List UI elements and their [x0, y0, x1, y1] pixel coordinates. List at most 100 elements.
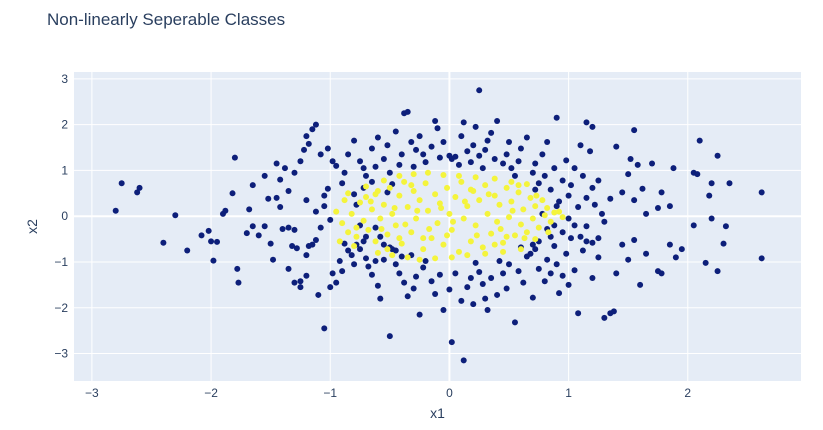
data-point-class-0 — [377, 295, 384, 302]
data-point-class-1 — [353, 233, 360, 240]
data-point-class-0 — [577, 233, 584, 240]
data-point-class-1 — [362, 183, 369, 190]
data-point-class-0 — [601, 218, 608, 225]
data-point-class-1 — [544, 204, 551, 211]
data-point-class-0 — [476, 152, 483, 159]
data-point-class-0 — [432, 117, 439, 124]
data-point-class-0 — [184, 247, 191, 254]
data-point-class-1 — [420, 246, 427, 253]
data-point-class-1 — [398, 240, 405, 247]
data-point-class-0 — [587, 148, 594, 155]
data-point-class-1 — [532, 203, 539, 210]
data-point-class-0 — [327, 284, 334, 291]
data-point-class-0 — [553, 203, 560, 210]
data-point-class-0 — [360, 165, 367, 172]
y-axis-label: x2 — [24, 219, 40, 234]
data-point-class-0 — [377, 233, 384, 240]
data-point-class-0 — [372, 224, 379, 231]
y-tick-label: −1 — [54, 255, 68, 269]
data-point-class-0 — [619, 189, 626, 196]
data-point-class-1 — [517, 221, 524, 228]
data-point-class-0 — [384, 142, 391, 149]
data-point-class-0 — [270, 256, 277, 263]
data-point-class-0 — [589, 184, 596, 191]
data-point-class-0 — [436, 154, 443, 161]
data-point-class-1 — [476, 197, 483, 204]
data-point-class-0 — [482, 146, 489, 153]
data-point-class-0 — [413, 146, 420, 153]
data-point-class-0 — [386, 169, 393, 176]
data-point-class-0 — [559, 272, 566, 279]
data-point-class-0 — [118, 180, 125, 187]
data-point-class-0 — [303, 133, 310, 140]
data-point-class-1 — [416, 256, 423, 263]
data-point-class-0 — [551, 242, 558, 249]
data-point-class-0 — [577, 142, 584, 149]
data-point-class-1 — [384, 231, 391, 238]
data-point-class-0 — [281, 165, 288, 172]
data-point-class-0 — [410, 163, 417, 170]
data-point-class-0 — [401, 279, 408, 286]
data-point-class-1 — [367, 198, 374, 205]
data-point-class-1 — [464, 252, 471, 259]
data-point-class-1 — [438, 204, 445, 211]
data-point-class-1 — [464, 203, 471, 210]
data-point-class-0 — [631, 197, 638, 204]
data-point-class-0 — [598, 210, 605, 217]
data-point-class-0 — [541, 172, 548, 179]
data-point-class-1 — [380, 177, 387, 184]
data-point-class-1 — [408, 229, 415, 236]
data-point-class-1 — [404, 254, 411, 261]
data-point-class-0 — [312, 121, 319, 128]
data-point-class-0 — [591, 201, 598, 208]
data-point-class-0 — [301, 146, 308, 153]
data-point-class-0 — [289, 242, 296, 249]
data-point-class-0 — [312, 237, 319, 244]
data-point-class-0 — [589, 123, 596, 130]
data-point-class-0 — [440, 139, 447, 146]
data-point-class-0 — [559, 177, 566, 184]
data-point-class-1 — [345, 229, 352, 236]
data-point-class-1 — [541, 212, 548, 219]
data-point-class-1 — [515, 189, 522, 196]
data-point-class-1 — [434, 220, 441, 227]
chart-title: Non-linearly Seperable Classes — [47, 10, 286, 29]
data-point-class-0 — [345, 247, 352, 254]
data-point-class-0 — [532, 186, 539, 193]
data-point-class-0 — [384, 189, 391, 196]
data-point-class-0 — [589, 275, 596, 281]
data-point-class-1 — [378, 226, 385, 233]
data-point-class-0 — [404, 293, 411, 300]
data-point-class-0 — [571, 222, 578, 229]
data-point-class-0 — [583, 238, 590, 245]
data-point-class-0 — [243, 230, 250, 237]
data-point-class-0 — [494, 291, 501, 298]
data-point-class-1 — [362, 193, 369, 200]
data-point-class-1 — [520, 206, 527, 213]
data-point-class-0 — [532, 160, 539, 167]
data-point-class-0 — [341, 169, 348, 176]
data-point-class-0 — [246, 206, 253, 213]
data-point-class-0 — [351, 137, 358, 144]
data-point-class-0 — [317, 224, 324, 231]
data-point-class-0 — [547, 270, 554, 277]
data-point-class-0 — [535, 265, 542, 272]
data-point-class-0 — [476, 269, 483, 276]
data-point-class-1 — [482, 250, 489, 257]
data-point-class-0 — [506, 139, 513, 146]
data-point-class-0 — [392, 247, 399, 254]
data-point-class-0 — [547, 186, 554, 193]
data-point-class-1 — [402, 221, 409, 228]
data-point-class-0 — [470, 142, 477, 149]
data-point-class-0 — [380, 155, 387, 162]
data-point-class-0 — [601, 314, 608, 321]
data-point-class-0 — [511, 172, 518, 179]
data-point-class-0 — [467, 159, 474, 166]
data-point-class-0 — [416, 311, 423, 318]
y-tick-label: −3 — [54, 347, 68, 361]
data-point-class-0 — [541, 278, 548, 285]
data-point-class-0 — [293, 245, 300, 252]
data-point-class-0 — [420, 264, 427, 271]
data-point-class-0 — [255, 232, 262, 239]
data-point-class-0 — [324, 185, 331, 192]
